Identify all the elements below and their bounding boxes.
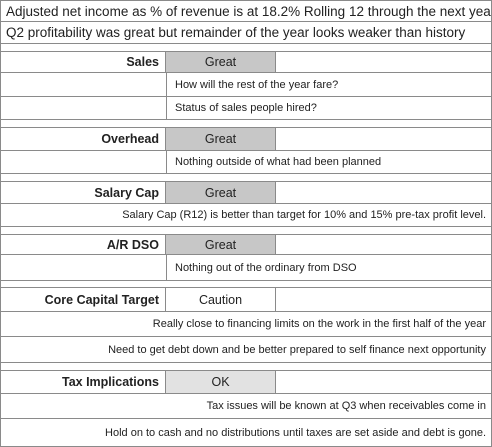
ar-dso-row: A/R DSO Great (1, 235, 491, 255)
ar-dso-label: A/R DSO (1, 235, 166, 254)
tax-label: Tax Implications (1, 371, 166, 393)
core-capital-row: Core Capital Target Caution (1, 288, 491, 312)
tax-note-row: Hold on to cash and no distributions unt… (1, 419, 491, 446)
ar-dso-status: Great (166, 235, 276, 254)
spacer-row (1, 120, 491, 128)
tax-note-row: Tax issues will be known at Q3 when rece… (1, 394, 491, 419)
salary-cap-note-row: Salary Cap (R12) is better than target f… (1, 204, 491, 227)
spacer-row (1, 281, 491, 288)
spacer-row (1, 44, 491, 52)
header-row-2: Q2 profitability was great but remainder… (1, 22, 491, 44)
salary-cap-status: Great (166, 182, 276, 203)
salary-cap-label: Salary Cap (1, 182, 166, 203)
sales-note-2: Status of sales people hired? (166, 97, 491, 119)
core-capital-note-row: Need to get debt down and be better prep… (1, 337, 491, 363)
salary-cap-row: Salary Cap Great (1, 182, 491, 204)
sales-label: Sales (1, 52, 166, 72)
sales-row: Sales Great (1, 52, 491, 73)
sales-status: Great (166, 52, 276, 72)
tax-status: OK (166, 371, 276, 393)
tax-note-1: Tax issues will be known at Q3 when rece… (206, 400, 486, 412)
spacer-row (1, 363, 491, 371)
header-line-1: Adjusted net income as % of revenue is a… (6, 3, 491, 19)
overhead-note-1: Nothing outside of what had been planned (166, 151, 491, 173)
header-row-1: Adjusted net income as % of revenue is a… (1, 1, 491, 22)
core-capital-note-1: Really close to financing limits on the … (152, 318, 486, 330)
sales-note-1: How will the rest of the year fare? (166, 73, 491, 96)
spacer-row (1, 174, 491, 182)
core-capital-status: Caution (166, 288, 276, 311)
tax-row: Tax Implications OK (1, 371, 491, 394)
overhead-label: Overhead (1, 128, 166, 150)
sales-note-row: How will the rest of the year fare? (1, 73, 491, 97)
overhead-row: Overhead Great (1, 128, 491, 151)
sales-note-row: Status of sales people hired? (1, 97, 491, 120)
tax-note-2: Hold on to cash and no distributions unt… (105, 426, 486, 439)
ar-dso-note-1: Nothing out of the ordinary from DSO (166, 255, 491, 280)
core-capital-note-2: Need to get debt down and be better prep… (108, 343, 486, 356)
spacer-row (1, 227, 491, 235)
core-capital-label: Core Capital Target (1, 288, 166, 311)
ar-dso-note-row: Nothing out of the ordinary from DSO (1, 255, 491, 281)
core-capital-note-row: Really close to financing limits on the … (1, 312, 491, 337)
salary-cap-note-1: Salary Cap (R12) is better than target f… (122, 209, 486, 221)
header-line-2: Q2 profitability was great but remainder… (6, 25, 466, 40)
overhead-status: Great (166, 128, 276, 150)
overhead-note-row: Nothing outside of what had been planned (1, 151, 491, 174)
